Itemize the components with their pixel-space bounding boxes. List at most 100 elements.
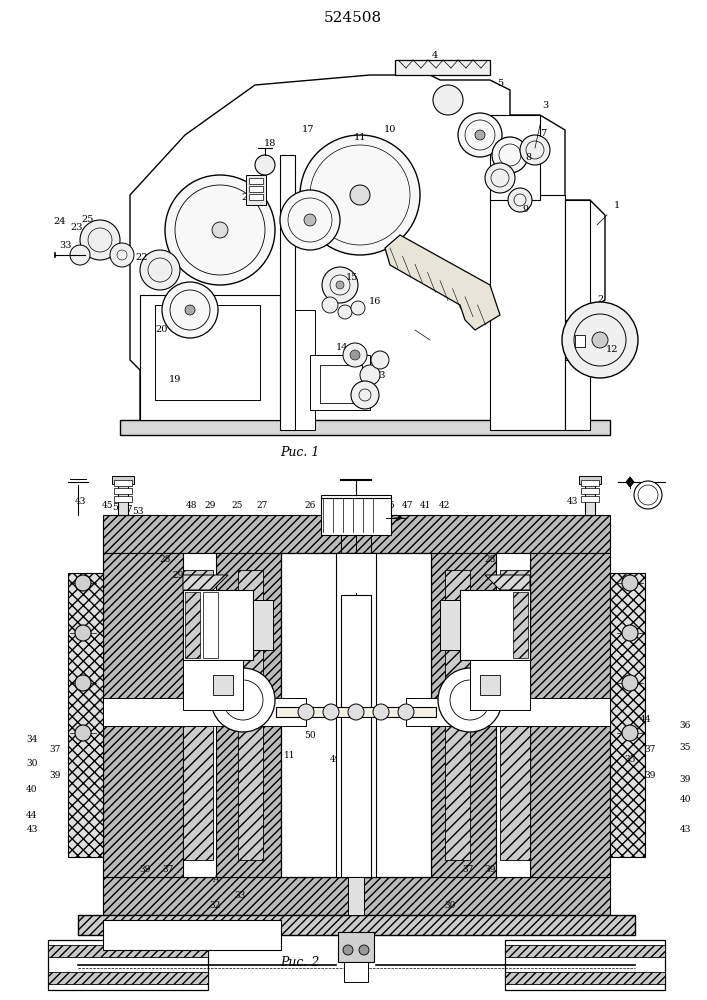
Circle shape	[458, 113, 502, 157]
Text: 45: 45	[103, 502, 114, 510]
Circle shape	[359, 945, 369, 955]
Text: 37: 37	[462, 865, 474, 874]
Circle shape	[348, 704, 364, 720]
Circle shape	[492, 137, 528, 173]
Bar	[185, 592, 200, 658]
Bar	[344, 962, 368, 982]
Bar	[480, 675, 500, 695]
Text: 29: 29	[173, 570, 184, 580]
Bar	[440, 600, 460, 650]
Text: 37: 37	[163, 865, 174, 874]
Circle shape	[398, 704, 414, 720]
Bar	[114, 480, 132, 486]
Circle shape	[634, 481, 662, 509]
Text: 37: 37	[644, 746, 655, 754]
Text: 47: 47	[122, 506, 134, 514]
Bar	[48, 940, 208, 990]
Bar	[246, 175, 266, 205]
Bar	[118, 480, 128, 515]
Text: 53: 53	[132, 506, 144, 516]
Bar	[496, 553, 530, 877]
Text: 28: 28	[484, 556, 496, 564]
Circle shape	[475, 130, 485, 140]
Text: 32: 32	[209, 900, 221, 910]
Circle shape	[562, 302, 638, 378]
Text: 25: 25	[82, 216, 94, 225]
Bar	[140, 295, 280, 420]
Bar	[238, 570, 263, 860]
Circle shape	[360, 365, 380, 385]
Circle shape	[75, 675, 91, 691]
Circle shape	[485, 163, 515, 193]
Text: 13: 13	[374, 370, 386, 379]
Text: 39: 39	[484, 865, 496, 874]
Text: 27: 27	[257, 502, 268, 510]
Bar	[103, 920, 281, 950]
Circle shape	[300, 135, 420, 255]
Text: 39: 39	[679, 776, 691, 784]
Bar	[505, 972, 665, 984]
Text: 39: 39	[644, 770, 655, 780]
Circle shape	[351, 301, 365, 315]
Bar	[249, 186, 263, 192]
Polygon shape	[626, 477, 634, 482]
Bar	[216, 553, 281, 877]
Text: 48: 48	[326, 502, 338, 510]
Bar	[114, 496, 132, 502]
Text: 40: 40	[26, 786, 37, 794]
Text: 10: 10	[384, 125, 396, 134]
Text: 40: 40	[679, 796, 691, 804]
Text: 17: 17	[302, 125, 314, 134]
Bar	[68, 573, 103, 857]
Circle shape	[351, 381, 379, 409]
Bar	[505, 940, 665, 990]
Text: 21: 21	[242, 192, 255, 202]
Text: 34: 34	[26, 736, 37, 744]
Text: 52: 52	[112, 504, 124, 512]
Circle shape	[323, 704, 339, 720]
Bar	[295, 310, 315, 430]
Bar	[336, 553, 376, 877]
Text: 8: 8	[525, 152, 531, 161]
Circle shape	[622, 575, 638, 591]
Bar	[321, 495, 391, 535]
Text: 14: 14	[336, 344, 349, 353]
Bar	[253, 600, 273, 650]
Bar	[183, 590, 253, 660]
Bar	[338, 932, 374, 962]
Circle shape	[185, 305, 195, 315]
Text: 25: 25	[231, 502, 243, 510]
Bar	[281, 553, 431, 877]
Polygon shape	[395, 60, 490, 75]
Text: 22: 22	[136, 253, 148, 262]
Text: 31: 31	[342, 740, 354, 750]
Bar	[155, 305, 260, 400]
Text: 43: 43	[566, 497, 578, 506]
Circle shape	[592, 332, 608, 348]
Circle shape	[212, 222, 228, 238]
Bar	[48, 945, 208, 957]
Text: 46: 46	[384, 502, 396, 510]
Circle shape	[622, 675, 638, 691]
Circle shape	[70, 245, 90, 265]
Text: 51: 51	[156, 700, 168, 708]
Bar	[280, 155, 295, 430]
Bar	[114, 488, 132, 494]
Bar	[120, 420, 610, 435]
Bar	[203, 592, 218, 658]
Bar	[406, 698, 610, 726]
Text: 33: 33	[59, 240, 71, 249]
Text: 6: 6	[444, 88, 450, 97]
Text: 17: 17	[169, 716, 181, 724]
Text: 5: 5	[497, 79, 503, 88]
Bar	[505, 945, 665, 957]
Circle shape	[343, 343, 367, 367]
Bar	[183, 570, 213, 860]
Text: 35: 35	[679, 744, 691, 752]
Bar	[610, 573, 645, 857]
Polygon shape	[130, 75, 605, 430]
Polygon shape	[485, 575, 530, 590]
Bar	[581, 488, 599, 494]
Polygon shape	[183, 575, 228, 590]
Text: 28: 28	[159, 556, 170, 564]
